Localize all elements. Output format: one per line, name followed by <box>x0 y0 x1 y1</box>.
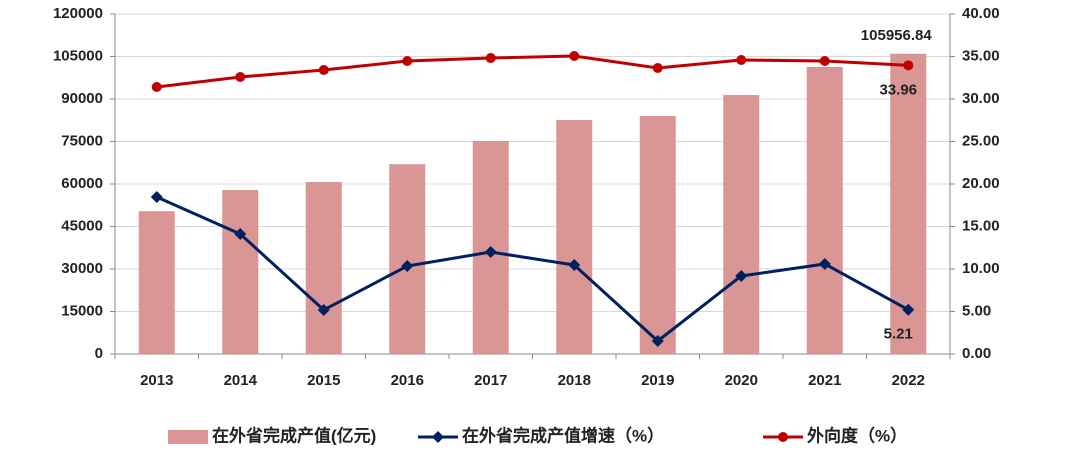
x-tick-label: 2022 <box>892 372 925 389</box>
marker <box>818 257 831 270</box>
y-tick-label: 120000 <box>53 5 103 22</box>
line <box>156 54 909 89</box>
x-tick-label: 2013 <box>140 372 173 389</box>
x-tick-label: 2019 <box>641 372 674 389</box>
y2-tick-label: 10.00 <box>962 260 1000 277</box>
marker <box>485 53 496 64</box>
legend-swatch <box>168 430 208 444</box>
x-tick-label: 2014 <box>224 372 258 389</box>
marker <box>151 82 162 93</box>
marker <box>568 259 581 272</box>
data-label: 33.96 <box>879 81 917 98</box>
marker <box>735 269 748 282</box>
data-label: 5.21 <box>884 326 913 343</box>
y2-tick-label: 25.00 <box>962 132 1000 149</box>
x-tick-label: 2016 <box>391 372 424 389</box>
marker <box>402 56 413 67</box>
y-tick-label: 30000 <box>61 260 103 277</box>
y2-tick-label: 40.00 <box>962 5 1000 22</box>
marker <box>736 54 747 65</box>
marker <box>234 227 247 240</box>
bar <box>305 182 342 354</box>
bar <box>138 211 175 354</box>
y-tick-label: 15000 <box>61 302 103 319</box>
y2-tick-label: 30.00 <box>962 90 1000 107</box>
bar <box>389 164 426 354</box>
y2-tick-label: 35.00 <box>962 47 1000 64</box>
marker <box>401 260 414 273</box>
x-tick-label: 2015 <box>307 372 340 389</box>
legend-label: 外向度（%） <box>807 425 907 445</box>
bar <box>806 66 843 354</box>
x-tick-label: 2017 <box>474 372 507 389</box>
marker <box>652 62 663 73</box>
marker <box>318 65 329 76</box>
y2-tick-label: 5.00 <box>962 302 991 319</box>
marker <box>569 50 580 61</box>
bar <box>222 189 259 354</box>
marker <box>819 56 830 67</box>
marker <box>902 303 915 316</box>
bar <box>723 95 760 355</box>
legend-marker <box>432 431 444 443</box>
data-label: 105956.84 <box>861 27 933 44</box>
marker <box>903 60 914 71</box>
x-tick-label: 2018 <box>558 372 591 389</box>
x-tick-label: 2020 <box>725 372 758 389</box>
marker <box>150 191 163 204</box>
y-tick-label: 75000 <box>61 132 103 149</box>
y2-tick-label: 0.00 <box>962 345 991 362</box>
y-tick-label: 105000 <box>53 47 103 64</box>
marker <box>317 303 330 316</box>
marker <box>651 334 664 347</box>
y2-tick-label: 15.00 <box>962 217 1000 234</box>
y-tick-label: 60000 <box>61 175 103 192</box>
legend-label: 在外省完成产值(亿元) <box>212 425 376 445</box>
y-tick-label: 0 <box>95 345 103 362</box>
line <box>156 195 909 343</box>
legend-marker <box>778 432 788 442</box>
y-tick-label: 45000 <box>61 217 103 234</box>
x-tick-label: 2021 <box>808 372 841 389</box>
bar <box>639 116 676 354</box>
marker <box>235 71 246 82</box>
y-tick-label: 90000 <box>61 90 103 107</box>
bar <box>556 119 593 354</box>
legend-label: 在外省完成产值增速（%） <box>462 425 664 445</box>
marker <box>484 246 497 258</box>
y2-tick-label: 20.00 <box>962 175 1000 192</box>
